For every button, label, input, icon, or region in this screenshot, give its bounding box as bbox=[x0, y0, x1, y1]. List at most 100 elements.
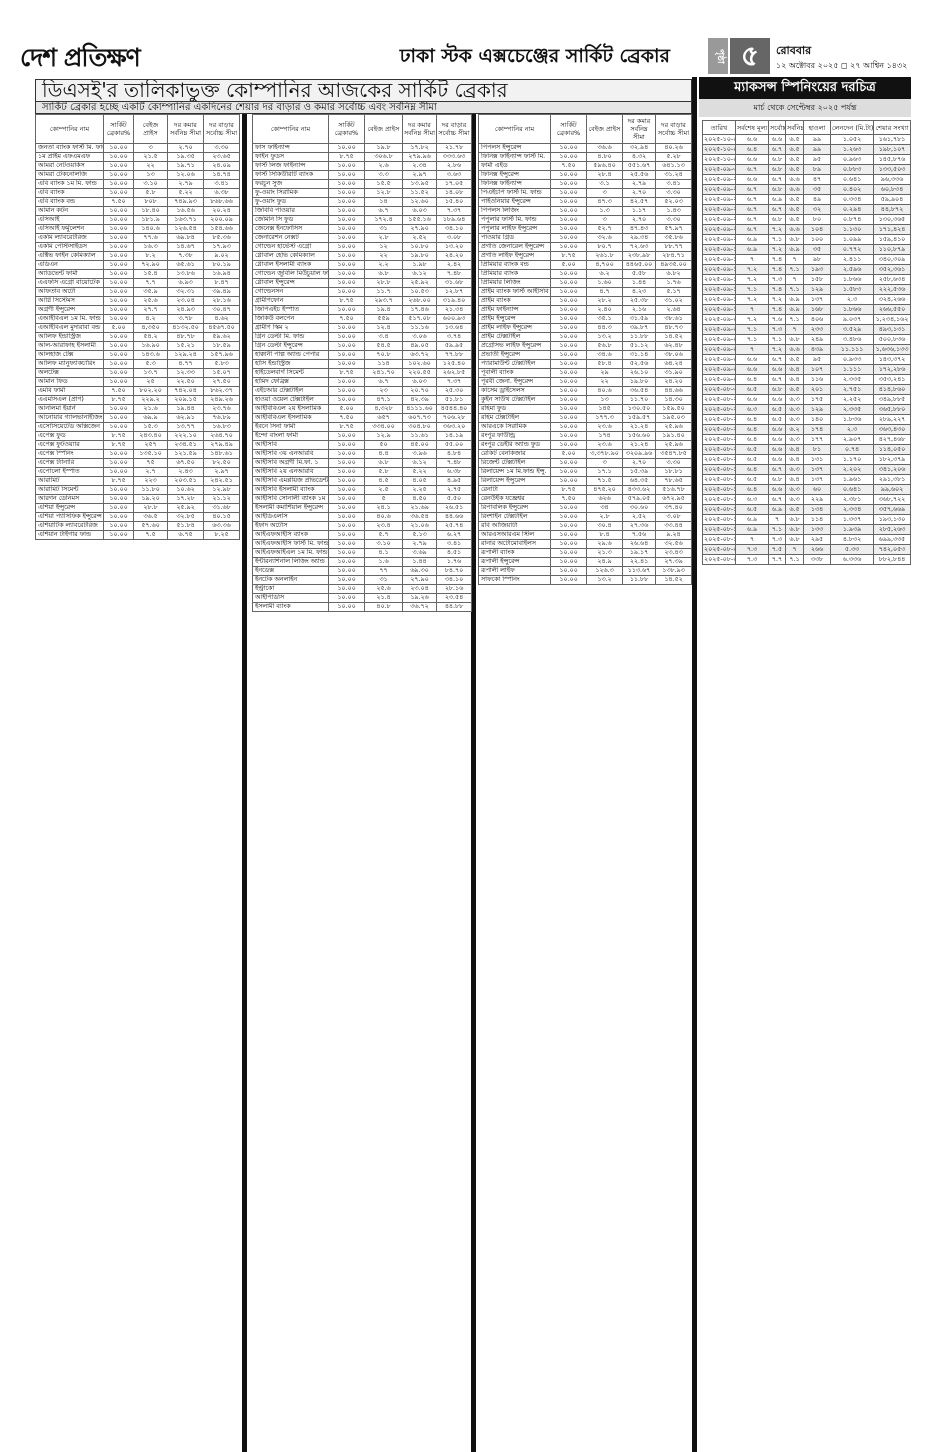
cell-lower-limit: ৩১.১৪ bbox=[622, 350, 656, 360]
company-row: রহিমা ফুড ১০.০০ ১৪৫ ১৩০.৫০ ১৫৯.৫০ bbox=[478, 404, 692, 414]
cell-high: ৬.৬ bbox=[768, 484, 786, 495]
cell-upper-limit: ৫৯.৯৫ bbox=[436, 341, 472, 351]
cell-circuit-breaker-percent: ১০.০০ bbox=[103, 413, 134, 423]
cell-circuit-breaker-percent: ১০.০০ bbox=[103, 503, 134, 513]
cell-company-name: সাফকো স্পিনিং bbox=[478, 575, 551, 585]
cell-base-price: ২১.৪ bbox=[364, 593, 403, 603]
cell-upper-limit: ৩.৬৩ bbox=[436, 170, 472, 180]
header-row: তারিখসর্বশেষ মূল্যসর্বোচ্চসর্বনিম্নহাওলা… bbox=[702, 120, 911, 135]
cell-lower-limit: ৬.১২ bbox=[402, 269, 437, 279]
cell-date: ২০২৫-০৯-১০ bbox=[702, 304, 736, 315]
cell-share-volume: ২৮৯,২২৭ bbox=[873, 414, 911, 425]
cell-low: ৬.৮ bbox=[785, 234, 804, 245]
cell-upper-limit: ৩.৭৪ bbox=[436, 332, 472, 342]
company-row: ইসলামী ব্যাংক ১০.০০ ৪০.৮ ৩৬.৭২ ৪৪.৮৮ bbox=[252, 602, 472, 612]
cell-turnover: ৩.৫২৯ bbox=[830, 324, 874, 335]
cell-high: ৭.১ bbox=[768, 234, 786, 245]
company-row: আইসিবি সোনালী ব্যাংক ১ম ১০.০০ ৫ ৪.৫০ ৫.৫০ bbox=[252, 494, 472, 504]
cell-base-price: ৩৫.৯ bbox=[133, 287, 168, 297]
cell-last-price: ৬.৯ bbox=[735, 234, 769, 245]
cell-company-name: ইনটেক অনলাইন bbox=[252, 575, 329, 585]
cell-lower-limit: ৬৭.৫০ bbox=[167, 458, 204, 468]
cell-base-price: ২২ bbox=[364, 251, 403, 261]
cell-trades: ১০৭ bbox=[803, 364, 831, 375]
cell-circuit-breaker-percent: ১০.০০ bbox=[550, 206, 587, 216]
cell-base-price: ১৩.২ bbox=[586, 332, 623, 342]
cell-date: ২০২৫-০৯-২১ bbox=[702, 234, 736, 245]
cell-base-price: ১.৩ bbox=[586, 206, 623, 216]
cell-lower-limit: ২.৭০ bbox=[622, 188, 656, 198]
cell-base-price: ১২.৮ bbox=[364, 188, 403, 198]
cell-circuit-breaker-percent: ১০.০০ bbox=[550, 431, 587, 441]
cell-lower-limit: ১৭.২৮ bbox=[167, 494, 204, 504]
cell-base-price: ২.৫ bbox=[364, 485, 403, 495]
cell-high: ৬.৮ bbox=[768, 214, 786, 225]
cell-last-price: ৬.৯ bbox=[735, 524, 769, 535]
cell-upper-limit: ৩২.৫৬ bbox=[655, 539, 692, 549]
cell-trades: ৯৯ bbox=[803, 144, 831, 155]
cell-low: ৬.৮ bbox=[785, 524, 804, 535]
company-row: একমি ল্যাবরেটরিজ ১০.০০ ৭৭.৬ ৬৯.৮৪ ৮৫.৩৬ bbox=[35, 233, 240, 243]
cell-company-name: জেনেক্স ইনফোসিস bbox=[252, 224, 329, 234]
company-row: প্রাইম টেক্সটাইল ১০.০০ ১৩.২ ১১.৮৮ ১৪.৫২ bbox=[478, 332, 692, 342]
column-header-circuit-breaker-percent: সার্কিট ব্রেকার% bbox=[103, 114, 134, 144]
cell-upper-limit: ৪৪.৬৬ bbox=[655, 386, 692, 396]
cell-circuit-breaker-percent: ১০.০০ bbox=[550, 350, 587, 360]
cell-company-name: রেকিট বেনকিজার bbox=[478, 449, 551, 459]
cell-last-price: ৬.৪ bbox=[735, 424, 769, 435]
cell-upper-limit: ২৪.২০ bbox=[655, 377, 692, 387]
cell-lower-limit: ৬৪.৩৫ bbox=[622, 476, 656, 486]
page-number: ৫ bbox=[730, 38, 770, 74]
cell-upper-limit: ১২.৮৭ bbox=[436, 287, 472, 297]
cell-turnover: ৬.৩৩৬ bbox=[830, 554, 874, 565]
cell-upper-limit: ৬৩.৩৬ bbox=[203, 521, 240, 531]
company-row: ইফাদ অটোস ১০.০০ ২৩.৪ ২১.০৬ ২৫.৭৪ bbox=[252, 521, 472, 531]
cell-base-price: ১৩৫.১০ bbox=[133, 449, 168, 459]
cell-circuit-breaker-percent: ১০.০০ bbox=[328, 512, 365, 522]
price-history-table: তারিখসর্বশেষ মূল্যসর্বোচ্চসর্বনিম্নহাওলা… bbox=[702, 120, 911, 565]
cell-last-price: ৬.৭ bbox=[735, 194, 769, 205]
cell-date: ২০২৫-১০-০৫ bbox=[702, 154, 736, 165]
cell-circuit-breaker-percent: ১০.০০ bbox=[328, 161, 365, 171]
cell-high: ৭.২ bbox=[768, 224, 786, 235]
cell-lower-limit: ১২.৩৩ bbox=[167, 368, 204, 378]
company-row: আল-আরাফাহ ইসলামী ১০.০০ ১৬.৯০ ১৫.২১ ১৮.৫৯ bbox=[35, 341, 240, 351]
cell-lower-limit: ২.৫২ bbox=[402, 233, 437, 243]
cell-last-price: ৬.৫ bbox=[735, 384, 769, 395]
company-row: গ্রামীণ স্কিম ২ ১০.০০ ১২.৪ ১১.১৬ ১৩.৬৪ bbox=[252, 323, 472, 333]
cell-share-volume: ৩৫২,৩৬১ bbox=[873, 264, 911, 275]
cell-base-price: ২৪.১ bbox=[364, 503, 403, 513]
cell-company-name: গোল্ডেন হার্ভেস্ট এগ্রো bbox=[252, 242, 329, 252]
cell-share-volume: ৩৬৮,৭২২ bbox=[873, 494, 911, 505]
cell-circuit-breaker-percent: ১০.০০ bbox=[328, 305, 365, 315]
cell-company-name: এইচআর টেক্সটাইল bbox=[252, 386, 329, 396]
cell-turnover: ১.১৩০ bbox=[830, 224, 874, 235]
cell-high: ৭.৩ bbox=[768, 324, 786, 335]
cell-base-price: ২.৭ bbox=[133, 467, 168, 477]
cell-circuit-breaker-percent: ১০.০০ bbox=[550, 395, 587, 405]
cell-base-price: ৬৫৭ bbox=[364, 413, 403, 423]
cell-upper-limit: ৪.৫১ bbox=[436, 548, 472, 558]
company-row: গোল্ডেন হার্ভেস্ট এগ্রো ১০.০০ ১২ ১০.৮০ ১৩.২০ bbox=[252, 242, 472, 252]
cell-high: ৬.৬ bbox=[768, 434, 786, 445]
cell-upper-limit: ৭.৩৭ bbox=[436, 377, 472, 387]
cell-low: ৬.৪ bbox=[785, 374, 804, 385]
cell-last-price: ৭.১ bbox=[735, 334, 769, 345]
cell-circuit-breaker-percent: ১০.০০ bbox=[328, 593, 365, 603]
cell-circuit-breaker-percent: ১০.০০ bbox=[550, 530, 587, 540]
company-row: রানার অটোমোবাইলস ১০.০০ ২৯.৬ ২৬.৬৪ ৩২.৫৬ bbox=[478, 539, 692, 549]
company-row: আইবিবিএল ২য় ইসলামিক ৫.০০ ৪,৩২৮ ৪১১১.৬০ ৪৫৪৪… bbox=[252, 404, 472, 414]
cell-company-name: অলটেক্স bbox=[35, 368, 104, 378]
cell-lower-limit: ১১.৫২ bbox=[402, 188, 437, 198]
cell-lower-limit: ২.২৫ bbox=[402, 485, 437, 495]
cell-turnover: ২.২৫২ bbox=[830, 394, 874, 405]
cell-base-price: ৫.৩ bbox=[133, 359, 168, 369]
cell-date: ২০২৫-০৯-০৩ bbox=[702, 354, 736, 365]
cell-lower-limit: ১৬৩.৭১ bbox=[167, 215, 204, 225]
cell-trades: ৩৫ bbox=[803, 184, 831, 195]
